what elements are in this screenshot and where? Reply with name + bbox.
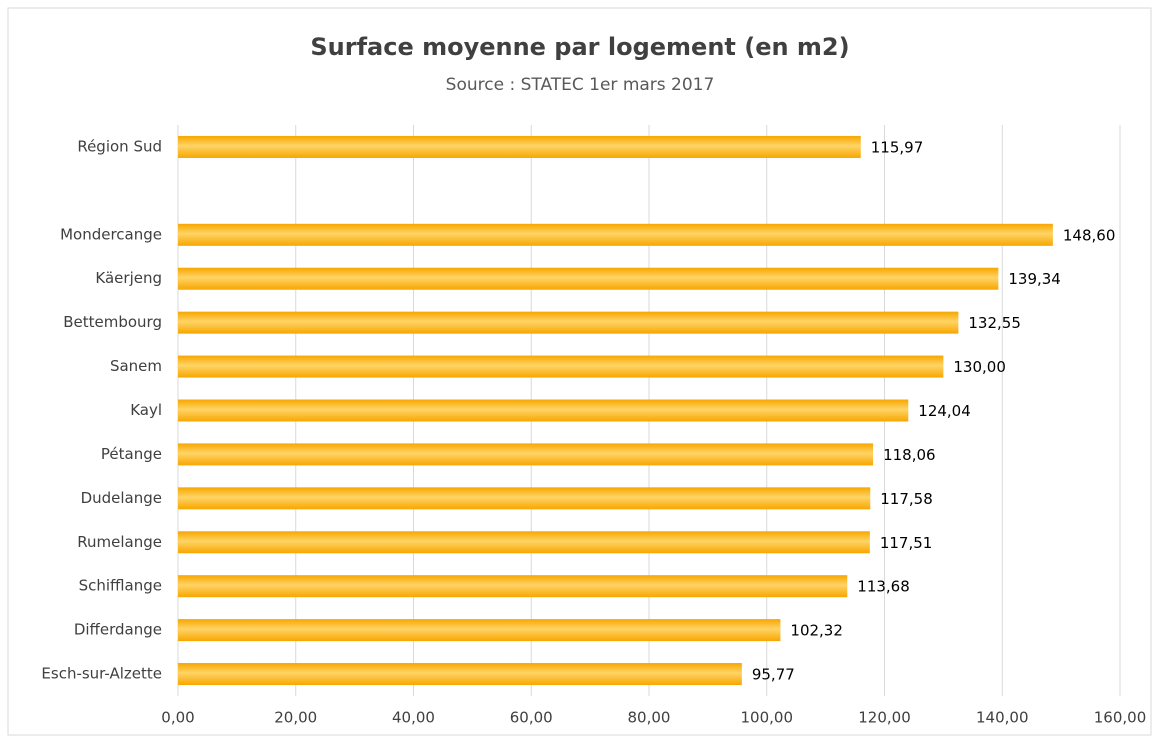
data-label: 115,97 — [871, 138, 924, 156]
y-tick-label: Differdange — [74, 621, 162, 639]
bar — [178, 223, 1053, 246]
data-label: 113,68 — [857, 578, 910, 596]
chart-subtitle: Source : STATEC 1er mars 2017 — [446, 75, 715, 95]
bar — [178, 443, 874, 466]
y-tick-label: Dudelange — [81, 489, 162, 507]
bar — [178, 487, 871, 510]
data-label: 102,32 — [790, 622, 843, 640]
data-label: 117,58 — [880, 490, 933, 508]
x-tick-label: 140,00 — [976, 709, 1029, 727]
data-label: 139,34 — [1008, 270, 1061, 288]
bar — [178, 399, 909, 422]
data-label: 117,51 — [880, 534, 933, 552]
data-label: 132,55 — [968, 314, 1021, 332]
data-label: 124,04 — [918, 402, 971, 420]
data-label: 130,00 — [953, 358, 1006, 376]
chart-title: Surface moyenne par logement (en m2) — [310, 33, 849, 61]
bar — [178, 575, 848, 598]
x-tick-label: 60,00 — [510, 709, 553, 727]
y-tick-label: Kayl — [130, 401, 162, 419]
bar — [178, 135, 861, 158]
bar — [178, 663, 742, 686]
y-tick-label: Sanem — [110, 357, 162, 375]
x-tick-label: 160,00 — [1094, 709, 1147, 727]
y-tick-label: Käerjeng — [95, 269, 162, 287]
bar — [178, 311, 959, 334]
y-tick-label: Schifflange — [79, 577, 162, 595]
data-label: 148,60 — [1063, 226, 1116, 244]
y-tick-label: Pétange — [101, 445, 162, 463]
data-label: 118,06 — [883, 446, 936, 464]
bar — [178, 355, 944, 378]
x-tick-label: 80,00 — [628, 709, 671, 727]
bar — [178, 267, 999, 290]
x-tick-label: 120,00 — [858, 709, 911, 727]
x-tick-label: 100,00 — [741, 709, 794, 727]
y-tick-label: Rumelange — [77, 533, 162, 551]
y-tick-label: Esch-sur-Alzette — [41, 665, 162, 683]
bar — [178, 619, 781, 642]
y-tick-label: Mondercange — [60, 225, 162, 243]
x-tick-label: 40,00 — [392, 709, 435, 727]
x-tick-label: 0,00 — [161, 709, 194, 727]
x-tick-label: 20,00 — [274, 709, 317, 727]
bar — [178, 531, 870, 554]
y-tick-label: Région Sud — [77, 137, 162, 155]
data-label: 95,77 — [752, 666, 795, 684]
y-tick-label: Bettembourg — [63, 313, 162, 331]
